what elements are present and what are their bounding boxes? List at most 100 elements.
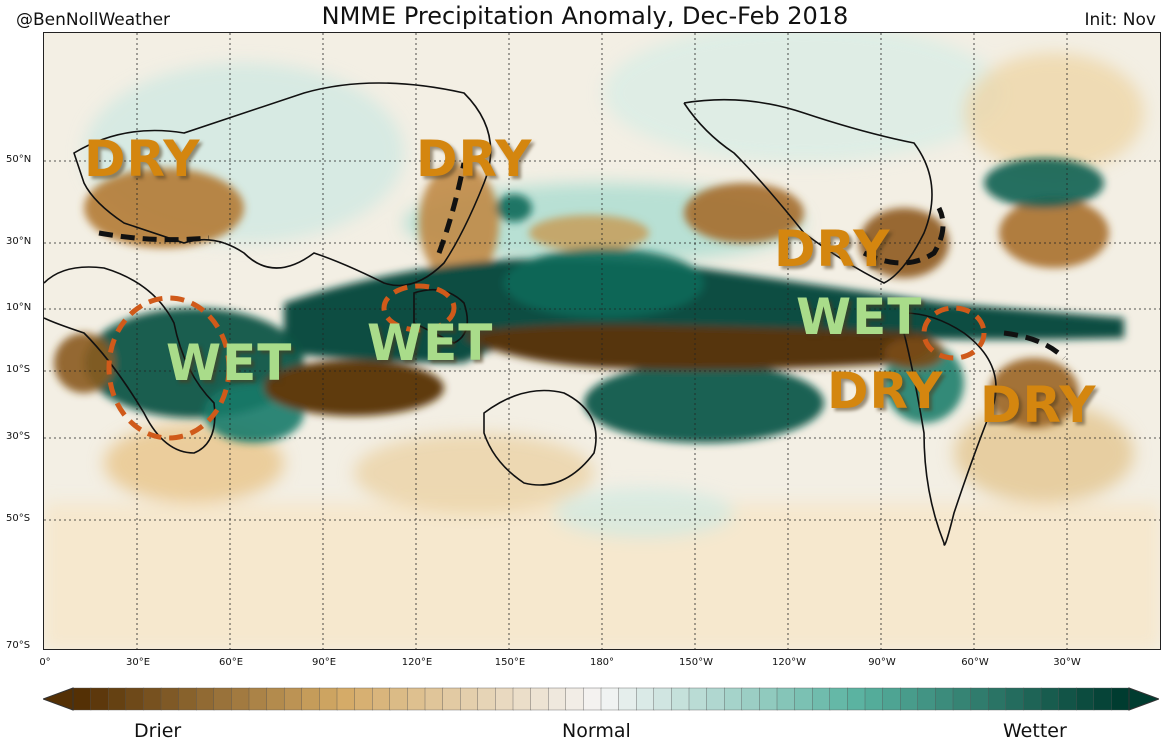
colorbar-bin — [864, 687, 884, 711]
colorbar-bin — [1058, 687, 1077, 711]
colorbar-bin — [424, 687, 444, 711]
graticule — [44, 33, 1160, 649]
lat-label: 30°N — [6, 236, 32, 247]
colorbar-bin — [213, 687, 233, 711]
lat-label: 10°S — [6, 364, 31, 375]
colorbar-bin — [829, 687, 849, 711]
colorbar-bin — [583, 687, 602, 711]
colorbar-bin — [248, 687, 268, 711]
colorbar-bin — [1005, 687, 1025, 711]
lon-label: 150°W — [679, 657, 713, 668]
colorbar-low-arrow — [43, 687, 74, 711]
colorbar-bin — [935, 687, 954, 711]
region-outlines — [98, 162, 1066, 441]
colorbar-bin — [618, 687, 637, 711]
map-panel — [43, 32, 1161, 650]
lon-label: 150°E — [494, 657, 526, 668]
colorbar-bin — [653, 687, 673, 711]
colorbar-bin — [301, 687, 321, 711]
colorbar-bin — [565, 687, 585, 711]
init-label: Init: Nov — [1084, 10, 1157, 30]
colorbar-bin — [812, 687, 831, 711]
colorbar-bin — [72, 687, 92, 711]
colorbar-bin — [283, 687, 303, 711]
lat-label: 70°S — [6, 640, 31, 651]
colorbar-bin — [319, 687, 338, 711]
colorbar-bin — [1040, 687, 1060, 711]
colorbar-high-arrow — [1128, 687, 1159, 711]
colorbar-bin — [706, 687, 725, 711]
colorbar-bin — [671, 687, 690, 711]
colorbar-bin — [372, 687, 391, 711]
colorbar-bin — [636, 687, 655, 711]
colorbar-bin — [460, 687, 479, 711]
wet-annotation-eastern-pacific: WET — [796, 288, 923, 346]
lon-label: 60°W — [961, 657, 989, 668]
colorbar-mid-label: Normal — [562, 720, 631, 742]
colorbar-high-label: Wetter — [1003, 720, 1067, 742]
lon-label: 30°E — [125, 657, 151, 668]
dry-annotation-east-asia: DRY — [416, 130, 533, 188]
lon-label: 90°W — [868, 657, 896, 668]
lat-label: 50°N — [6, 154, 32, 165]
colorbar-bin — [442, 687, 461, 711]
colorbar-bin — [354, 687, 373, 711]
colorbar — [43, 687, 1159, 711]
lon-label: 90°E — [311, 657, 337, 668]
colorbar-bin — [125, 687, 145, 711]
lat-label: 30°S — [6, 431, 31, 442]
colorbar-bin — [776, 687, 796, 711]
colorbar-bin — [988, 687, 1007, 711]
colorbar-bin — [195, 687, 215, 711]
lon-label: 30°W — [1053, 657, 1081, 668]
lon-label: 0° — [39, 657, 51, 668]
colorbar-bin — [759, 687, 778, 711]
colorbar-bin — [917, 687, 937, 711]
colorbar-bin — [600, 687, 620, 711]
credit-label: @BenNollWeather — [16, 10, 171, 30]
colorbar-bin — [1023, 687, 1042, 711]
colorbar-bin — [231, 687, 250, 711]
colorbar-bin — [178, 687, 197, 711]
colorbar-bin — [160, 687, 180, 711]
dry-annotation-southeast-us: DRY — [774, 220, 891, 278]
dry-annotation-brazil: DRY — [980, 376, 1097, 434]
colorbar-bin — [952, 687, 972, 711]
colorbar-bin — [266, 687, 285, 711]
map-title: NMME Precipitation Anomaly, Dec-Feb 2018 — [321, 2, 849, 30]
colorbar-bin — [477, 687, 497, 711]
colorbar-bin — [1093, 687, 1113, 711]
colorbar-bin — [1111, 687, 1130, 711]
lon-label: 120°W — [772, 657, 806, 668]
colorbar-bin — [336, 687, 356, 711]
coastlines — [44, 82, 997, 546]
lon-label: 180° — [589, 657, 615, 668]
colorbar-bin — [847, 687, 866, 711]
colorbar-bin — [548, 687, 567, 711]
lon-label: 120°E — [401, 657, 433, 668]
colorbar-bin — [512, 687, 532, 711]
colorbar-bin — [882, 687, 901, 711]
colorbar-bin — [407, 687, 426, 711]
wet-annotation-east-africa: WET — [166, 334, 293, 392]
colorbar-bin — [389, 687, 409, 711]
dry-annotation-europe: DRY — [84, 130, 201, 188]
colorbar-bin — [90, 687, 109, 711]
colorbar-low-label: Drier — [134, 720, 182, 742]
colorbar-bin — [530, 687, 549, 711]
colorbar-bin — [688, 687, 708, 711]
colorbar-bin — [970, 687, 989, 711]
dry-annotation-caribbean: DRY — [827, 362, 944, 420]
colorbar-bin — [741, 687, 761, 711]
colorbar-bin — [900, 687, 919, 711]
map-canvas — [44, 33, 1160, 649]
lat-label: 50°S — [6, 513, 31, 524]
colorbar-bin — [143, 687, 162, 711]
colorbar-bin — [794, 687, 813, 711]
colorbar-bin — [1075, 687, 1095, 711]
colorbar-bin — [495, 687, 514, 711]
wet-annotation-maritime-continent: WET — [367, 314, 494, 372]
colorbar-bin — [107, 687, 127, 711]
colorbar-bin — [724, 687, 743, 711]
lat-label: 10°N — [6, 302, 32, 313]
